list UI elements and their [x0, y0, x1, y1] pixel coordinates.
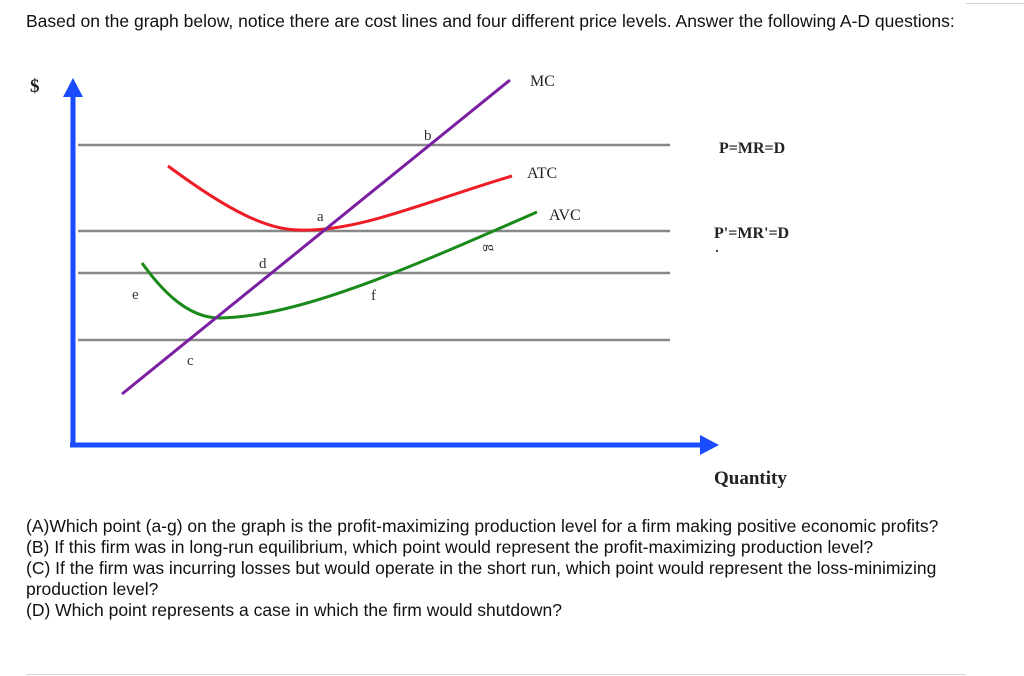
point-g-label: g — [482, 244, 498, 252]
point-e-label: e — [132, 287, 139, 303]
y-axis-label: $ — [30, 76, 40, 97]
avc-curve — [140, 210, 538, 320]
point-d-label: d — [259, 256, 267, 272]
point-f-label: f — [371, 288, 376, 304]
point-a-label: a — [317, 209, 324, 225]
intro-text: Based on the graph below, notice there a… — [26, 11, 955, 31]
mc-curve — [121, 78, 511, 396]
top-corner-divider — [966, 3, 1024, 4]
question-a: (A)Which point (a-g) on the graph is the… — [26, 516, 939, 536]
point-c-label: c — [187, 353, 194, 369]
atc-label: ATC — [527, 165, 557, 182]
price-line-label-2: P'=MR'=D — [714, 225, 789, 242]
x-axis-arrow — [700, 435, 719, 455]
question-d: (D) Which point represents a case in whi… — [26, 600, 562, 620]
price-line-label-1: P=MR=D — [719, 140, 785, 157]
speck — [716, 250, 718, 252]
y-axis-arrow — [63, 78, 83, 97]
question-b: (B) If this firm was in long-run equilib… — [26, 537, 874, 557]
avc-label: AVC — [549, 207, 581, 224]
mc-label: MC — [530, 73, 555, 90]
question-c: (C) If the firm was incurring losses but… — [26, 558, 937, 599]
question-list: (A)Which point (a-g) on the graph is the… — [26, 516, 986, 621]
bottom-divider — [26, 674, 966, 675]
atc-curve — [167, 164, 513, 232]
x-axis-label: Quantity — [714, 468, 787, 489]
point-b-label: b — [424, 128, 432, 144]
